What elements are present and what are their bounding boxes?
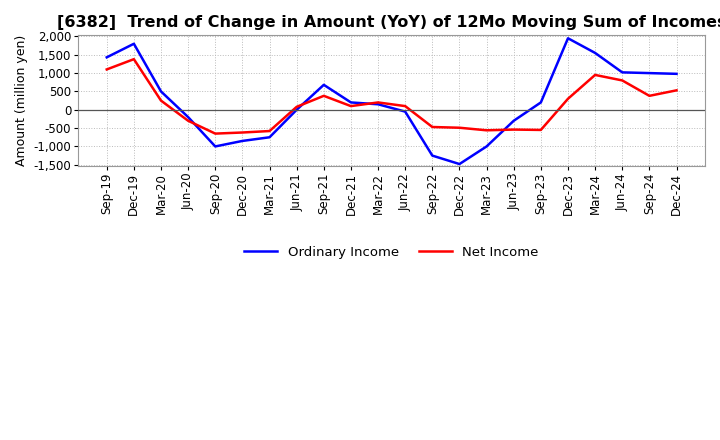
Ordinary Income [374, 102, 382, 107]
Net Income [401, 103, 410, 109]
Ordinary Income [292, 107, 301, 112]
Net Income [184, 118, 192, 123]
Net Income [672, 88, 681, 93]
Ordinary Income [102, 55, 111, 60]
Ordinary Income [672, 71, 681, 77]
Ordinary Income [157, 89, 166, 94]
Ordinary Income [130, 41, 138, 46]
Ordinary Income [455, 161, 464, 167]
Net Income [346, 103, 355, 109]
Y-axis label: Amount (million yen): Amount (million yen) [15, 35, 28, 166]
Ordinary Income [645, 70, 654, 76]
Ordinary Income [536, 100, 545, 105]
Ordinary Income [564, 36, 572, 41]
Ordinary Income [184, 114, 192, 120]
Net Income [455, 125, 464, 130]
Ordinary Income [482, 144, 491, 149]
Net Income [102, 67, 111, 72]
Net Income [211, 131, 220, 136]
Ordinary Income [618, 70, 626, 75]
Title: [6382]  Trend of Change in Amount (YoY) of 12Mo Moving Sum of Incomes: [6382] Trend of Change in Amount (YoY) o… [57, 15, 720, 30]
Net Income [320, 93, 328, 99]
Line: Net Income: Net Income [107, 59, 677, 134]
Net Income [564, 96, 572, 101]
Net Income [591, 72, 600, 77]
Ordinary Income [265, 135, 274, 140]
Net Income [157, 98, 166, 103]
Net Income [618, 78, 626, 83]
Net Income [509, 127, 518, 132]
Ordinary Income [428, 153, 436, 158]
Ordinary Income [591, 50, 600, 55]
Net Income [536, 127, 545, 132]
Line: Ordinary Income: Ordinary Income [107, 38, 677, 164]
Net Income [428, 125, 436, 130]
Net Income [292, 104, 301, 110]
Net Income [645, 93, 654, 99]
Ordinary Income [346, 100, 355, 105]
Net Income [265, 128, 274, 134]
Ordinary Income [320, 82, 328, 88]
Ordinary Income [401, 109, 410, 114]
Ordinary Income [509, 118, 518, 123]
Net Income [374, 100, 382, 105]
Net Income [130, 56, 138, 62]
Ordinary Income [238, 138, 247, 143]
Ordinary Income [211, 144, 220, 149]
Net Income [482, 128, 491, 133]
Net Income [238, 130, 247, 135]
Legend: Ordinary Income, Net Income: Ordinary Income, Net Income [239, 240, 544, 264]
